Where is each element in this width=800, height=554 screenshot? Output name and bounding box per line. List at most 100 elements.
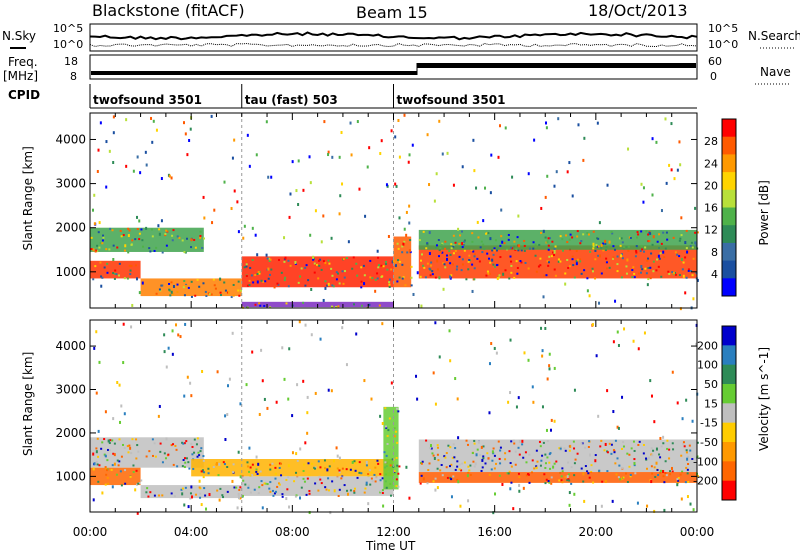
noise-cell	[251, 226, 254, 230]
echo-cell	[374, 480, 377, 483]
noise-cell	[484, 186, 487, 190]
echo-cell	[539, 264, 542, 267]
echo-cell	[305, 264, 308, 267]
colorbar-tick-label: 24	[704, 157, 718, 170]
noise-cell	[105, 185, 108, 189]
colorbar-swatch	[722, 364, 736, 385]
echo-cell	[213, 284, 216, 287]
noise-cell	[472, 138, 475, 142]
noise-cell	[138, 219, 141, 223]
noise-cell	[288, 505, 291, 509]
echo-cell	[545, 478, 548, 481]
echo-cell	[626, 480, 629, 483]
echo-cell	[516, 236, 519, 239]
echo-cell	[559, 446, 562, 449]
echo-cell	[101, 276, 104, 279]
echo-cell	[191, 453, 194, 456]
echo-cell	[202, 476, 205, 479]
echo-cell	[458, 468, 461, 471]
echo-cell	[538, 243, 541, 246]
echo-cell	[199, 450, 202, 453]
noise-cell	[170, 176, 173, 180]
echo-cell	[559, 447, 562, 450]
echo-cell	[257, 492, 260, 495]
echo-cell	[345, 468, 348, 471]
noise-cell	[98, 360, 101, 364]
echo-cell	[666, 238, 669, 241]
echo-cell	[173, 495, 176, 498]
echo-cell	[671, 271, 674, 274]
echo-cell	[681, 470, 684, 473]
echo-cell	[542, 441, 545, 444]
echo-cell	[103, 438, 106, 441]
echo-cell	[116, 459, 119, 462]
echo-cell	[590, 464, 593, 467]
colorbar-tick-label: 16	[704, 202, 718, 215]
echo-cell	[428, 462, 431, 465]
noise-cell	[457, 227, 460, 231]
echo-cell	[620, 237, 623, 240]
noise-cell	[288, 347, 291, 351]
noise-cell	[471, 289, 474, 293]
echo-cell	[622, 476, 625, 479]
echo-cell	[388, 283, 391, 286]
echo-cell	[622, 445, 625, 448]
echo-cell	[232, 463, 235, 466]
echo-cell	[682, 441, 685, 444]
echo-cell	[153, 249, 156, 252]
echo-cell	[580, 272, 583, 275]
echo-cell	[495, 462, 498, 465]
noise-cell	[441, 152, 444, 156]
noise-cell	[416, 271, 419, 275]
echo-cell	[473, 267, 476, 270]
echo-cell	[371, 480, 374, 483]
noise-cell	[575, 262, 578, 266]
noise-cell	[583, 499, 586, 503]
echo-cell	[418, 239, 421, 242]
noise-cell	[327, 153, 330, 157]
noise-cell	[662, 435, 665, 439]
echo-cell	[196, 278, 199, 281]
noise-cell	[488, 362, 491, 366]
noise-cell	[327, 282, 330, 286]
echo-cell	[256, 273, 259, 276]
noise-cell	[150, 116, 153, 120]
echo-cell	[509, 255, 512, 258]
echo-cell	[307, 279, 310, 282]
echo-cell	[273, 492, 276, 495]
echo-cell	[202, 282, 205, 285]
echo-cell	[376, 277, 379, 280]
noise-cell	[544, 326, 547, 330]
noise-cell	[531, 385, 534, 389]
echo-cell	[364, 487, 367, 490]
echo-cell	[296, 459, 299, 462]
echo-cell	[278, 483, 281, 486]
echo-cell	[281, 495, 284, 498]
noise-cell	[492, 511, 495, 515]
echo-cell	[112, 244, 115, 247]
noise-cell	[473, 169, 476, 173]
echo-cell	[499, 462, 502, 465]
echo-cell	[397, 472, 400, 475]
echo-cell	[181, 487, 184, 490]
noise-cell	[497, 155, 500, 159]
echo-cell	[461, 263, 464, 266]
noise-cell	[385, 183, 388, 187]
echo-cell	[557, 258, 560, 261]
echo-cell	[582, 233, 585, 236]
echo-cell	[106, 469, 109, 472]
echo-cell	[164, 232, 167, 235]
noise-cell	[532, 400, 535, 404]
echo-cell	[551, 240, 554, 243]
noise-cell	[511, 175, 514, 179]
echo-cell	[493, 454, 496, 457]
echo-cell	[223, 463, 226, 466]
x-tick-label: 04:00	[174, 525, 209, 539]
echo-cell	[381, 477, 384, 480]
echo-cell	[627, 245, 630, 248]
echo-cell	[194, 294, 197, 297]
echo-cell	[232, 471, 235, 474]
echo-cell	[444, 266, 447, 269]
freq-tick-bottom: 8	[70, 70, 77, 83]
